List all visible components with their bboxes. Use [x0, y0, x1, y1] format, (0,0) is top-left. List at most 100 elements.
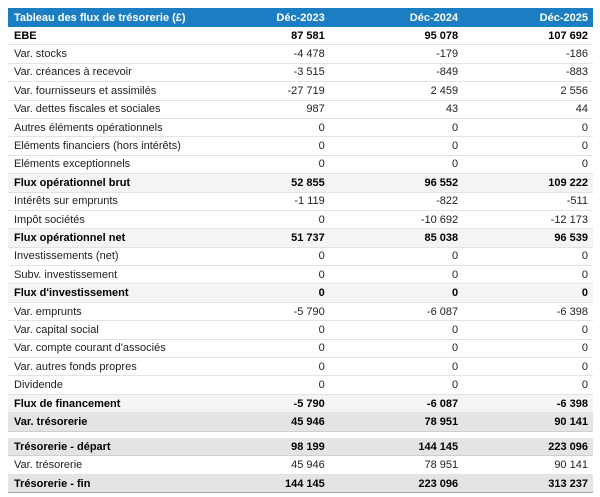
- value-cell: -6 398: [556, 305, 588, 318]
- value-cell: 0: [451, 379, 459, 392]
- table-row: Var. trésorerie 45 946 78 951 90 141: [8, 456, 593, 475]
- column-header-dec-2024: Déc-2024: [409, 11, 459, 24]
- value-cell: 0: [581, 323, 588, 336]
- row-label: Eléments financiers (hors intérêts): [14, 140, 181, 153]
- row-label: Intérêts sur emprunts: [14, 195, 118, 208]
- value-cell: 0: [451, 250, 459, 263]
- value-cell: 109 222: [548, 176, 588, 189]
- value-cell: 223 096: [548, 440, 588, 453]
- value-cell: -6 398: [556, 397, 588, 410]
- row-label: Autres éléments opérationnels: [14, 121, 163, 134]
- row-label: Flux de financement: [14, 397, 121, 410]
- value-cell: 0: [451, 360, 459, 373]
- table-body: EBE 87 581 95 078 107 692 Var. stocks -4 478 -…: [8, 27, 593, 432]
- value-cell: -6 087: [426, 397, 459, 410]
- value-cell: -27 719: [287, 84, 325, 97]
- value-cell: 313 237: [548, 477, 588, 490]
- value-cell: 0: [318, 360, 325, 373]
- table-row: Var. emprunts -5 790 -6 087 -6 398: [8, 302, 593, 322]
- value-cell: -5 790: [293, 305, 325, 318]
- value-cell: 52 855: [291, 176, 325, 189]
- value-cell: 0: [318, 287, 325, 300]
- row-label: Var. compte courant d'associés: [14, 342, 166, 355]
- row-label: Flux d'investissement: [14, 287, 129, 300]
- table-title: Tableau des flux de trésorerie (£): [14, 11, 186, 24]
- value-cell: 43: [445, 103, 459, 116]
- value-cell: -1 119: [294, 195, 325, 208]
- value-cell: -6 087: [426, 305, 459, 318]
- value-cell: 78 951: [424, 459, 459, 472]
- value-cell: -4 478: [293, 48, 325, 61]
- table-row: Var. fournisseurs et assimilés -27 719 2 4…: [8, 82, 593, 101]
- row-label: Investissements (net): [14, 250, 119, 263]
- row-label: Var. emprunts: [14, 305, 82, 318]
- value-cell: 107 692: [548, 29, 588, 42]
- row-label: Flux opérationnel brut: [14, 176, 131, 189]
- value-cell: 0: [451, 158, 459, 171]
- value-cell: 0: [581, 379, 588, 392]
- value-cell: 45 946: [291, 415, 325, 428]
- value-cell: -5 790: [293, 397, 325, 410]
- row-label: Eléments exceptionnels: [14, 158, 131, 171]
- value-cell: 98 199: [291, 440, 325, 453]
- table-row: Flux de financement -5 790 -6 087 -6 398: [8, 394, 593, 414]
- value-cell: 0: [581, 121, 588, 134]
- value-cell: -10 692: [420, 213, 459, 226]
- value-cell: -12 173: [550, 213, 588, 226]
- table-row: Trésorerie - fin 144 145 223 096 313 237: [8, 474, 593, 494]
- table-summary-section: Trésorerie - départ 98 199 144 145 223 096 V…: [8, 438, 593, 494]
- value-cell: 0: [318, 250, 325, 263]
- value-cell: -511: [566, 195, 588, 208]
- value-cell: 0: [451, 140, 459, 153]
- table-row: Var. autres fonds propres 0 0 0: [8, 358, 593, 377]
- row-label: Var. stocks: [14, 48, 67, 61]
- table-row: Eléments financiers (hors intérêts) 0 0 0: [8, 137, 593, 156]
- value-cell: 0: [581, 287, 588, 300]
- value-cell: 0: [318, 121, 325, 134]
- table-row: Var. créances à recevoir -3 515 -849 -883: [8, 63, 593, 83]
- value-cell: 144 145: [284, 477, 325, 490]
- table-row: Investissements (net) 0 0 0: [8, 247, 593, 267]
- value-cell: -179: [436, 48, 459, 61]
- table-row: Var. capital social 0 0 0: [8, 321, 593, 340]
- row-label: Var. créances à recevoir: [14, 66, 132, 79]
- table-row: Var. trésorerie 45 946 78 951 90 141: [8, 413, 593, 432]
- table-row: Impôt sociétés 0 -10 692 -12 173: [8, 210, 593, 230]
- row-label: EBE: [14, 29, 37, 42]
- row-label: Var. capital social: [14, 323, 99, 336]
- table-row: Dividende 0 0 0: [8, 376, 593, 395]
- column-header-dec-2023: Déc-2023: [276, 11, 325, 24]
- column-header-dec-2025: Déc-2025: [539, 11, 588, 24]
- table-row: Intérêts sur emprunts -1 119 -822 -511: [8, 192, 593, 211]
- value-cell: 90 141: [554, 459, 588, 472]
- value-cell: 0: [451, 121, 459, 134]
- table-row: Flux opérationnel net 51 737 85 038 96 539: [8, 229, 593, 248]
- row-label: Trésorerie - départ: [14, 440, 111, 453]
- value-cell: 0: [581, 268, 588, 281]
- value-cell: 2 556: [560, 84, 588, 97]
- table-row: EBE 87 581 95 078 107 692: [8, 27, 593, 46]
- value-cell: -849: [436, 66, 459, 79]
- row-label: Dividende: [14, 379, 63, 392]
- value-cell: 51 737: [291, 231, 325, 244]
- value-cell: 96 539: [554, 231, 588, 244]
- value-cell: 0: [581, 158, 588, 171]
- value-cell: 144 145: [418, 440, 459, 453]
- value-cell: 0: [581, 360, 588, 373]
- table-row: Flux opérationnel brut 52 855 96 552 109 22…: [8, 174, 593, 193]
- row-label: Var. autres fonds propres: [14, 360, 137, 373]
- value-cell: 0: [451, 268, 459, 281]
- value-cell: -822: [436, 195, 459, 208]
- table-row: Var. dettes fiscales et sociales 987 43 44: [8, 100, 593, 119]
- value-cell: 45 946: [291, 459, 325, 472]
- table-row: Subv. investissement 0 0 0: [8, 266, 593, 285]
- value-cell: 0: [318, 268, 325, 281]
- row-label: Var. dettes fiscales et sociales: [14, 103, 161, 116]
- value-cell: 2 459: [430, 84, 459, 97]
- value-cell: 0: [318, 323, 325, 336]
- row-label: Subv. investissement: [14, 268, 118, 281]
- value-cell: 0: [451, 323, 459, 336]
- value-cell: 0: [451, 342, 459, 355]
- value-cell: 0: [581, 250, 588, 263]
- row-label: Flux opérationnel net: [14, 231, 126, 244]
